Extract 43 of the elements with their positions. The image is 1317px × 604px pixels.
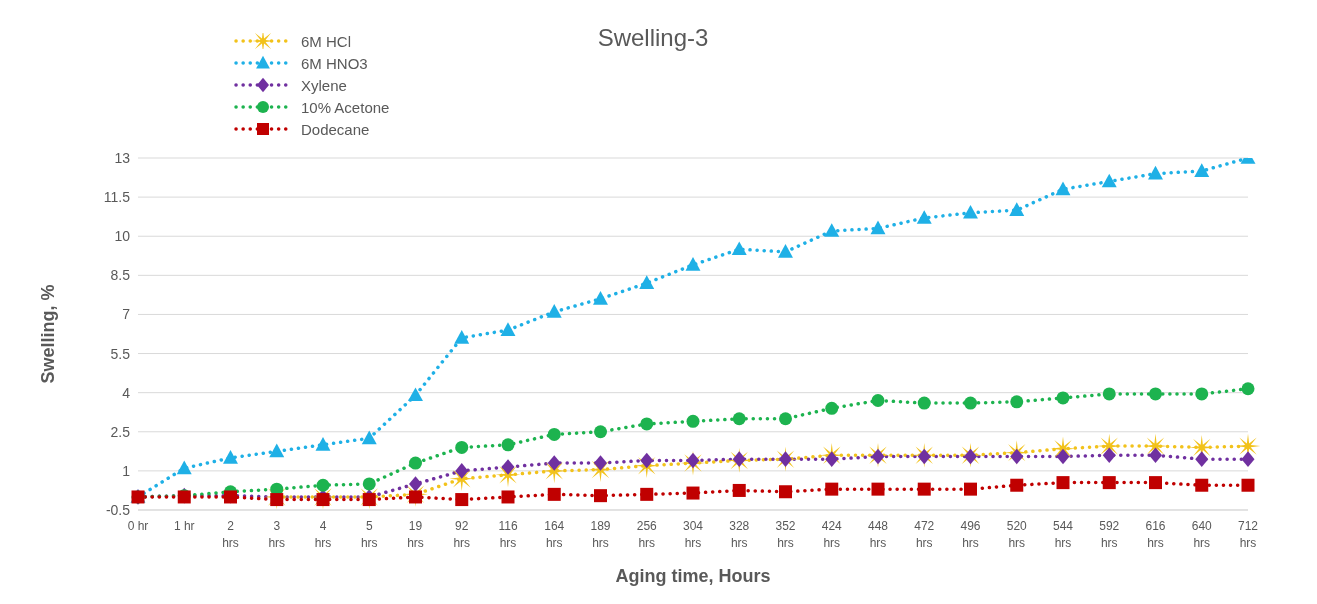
legend-label: 6M HNO3 bbox=[301, 54, 368, 72]
x-tick-label: 164 hrs bbox=[544, 519, 565, 550]
x-tick-label: 19 hrs bbox=[407, 519, 424, 550]
x-tick-label: 520 hrs bbox=[1006, 519, 1028, 550]
legend-label: 10% Acetone bbox=[301, 98, 390, 116]
x-axis-title: Aging time, Hours bbox=[615, 566, 771, 586]
x-tick-label: 544 hrs bbox=[1052, 519, 1074, 550]
y-tick-label: 7 bbox=[122, 306, 131, 323]
y-tick-label: -0.5 bbox=[105, 501, 131, 518]
x-tick-label: 640 hrs bbox=[1191, 519, 1213, 550]
x-tick-label: 616 hrs bbox=[1145, 519, 1166, 550]
x-tick-label: 352 hrs bbox=[775, 519, 796, 550]
y-tick-label: 1 bbox=[122, 462, 131, 479]
x-tick-label: 448 hrs bbox=[867, 519, 889, 550]
x-tick-label: 328 hrs bbox=[729, 519, 750, 550]
x-tick-label: 424 hrs bbox=[821, 519, 843, 550]
x-tick-label: 304 hrs bbox=[682, 519, 704, 550]
y-tick-label: 5.5 bbox=[110, 345, 131, 362]
x-tick-label: 496 hrs bbox=[960, 519, 981, 550]
legend-label: 6M HCl bbox=[301, 32, 352, 50]
x-tick-label: 1 hr bbox=[173, 519, 195, 533]
y-tick-label: 4 bbox=[122, 384, 131, 401]
x-tick-label: 92 hrs bbox=[453, 519, 471, 550]
y-tick-label: 8.5 bbox=[110, 267, 131, 284]
x-tick-label: 116 hrs bbox=[498, 519, 518, 550]
x-tick-label: 3 hrs bbox=[268, 519, 286, 550]
legend-label: Dodecane bbox=[301, 120, 370, 138]
chart-title: Swelling-3 bbox=[597, 24, 709, 51]
x-tick-label: 2 hrs bbox=[222, 519, 239, 550]
x-tick-label: 0 hr bbox=[127, 519, 149, 533]
x-tick-label: 712 hrs bbox=[1237, 519, 1259, 550]
x-tick-label: 5 hrs bbox=[360, 519, 378, 550]
x-tick-label: 256 hrs bbox=[636, 519, 658, 550]
x-tick-label: 189 hrs bbox=[590, 519, 611, 550]
x-tick-label: 4 hrs bbox=[314, 519, 332, 550]
y-tick-label: 13 bbox=[114, 149, 131, 166]
y-tick-label: 10 bbox=[114, 228, 131, 245]
x-tick-label: 472 hrs bbox=[914, 519, 935, 550]
y-axis-title: Swelling, % bbox=[38, 284, 59, 384]
y-tick-label: 11.5 bbox=[103, 189, 131, 206]
x-tick-label: 592 hrs bbox=[1099, 519, 1120, 550]
y-tick-label: 2.5 bbox=[110, 423, 131, 440]
legend-label: Xylene bbox=[301, 76, 347, 94]
